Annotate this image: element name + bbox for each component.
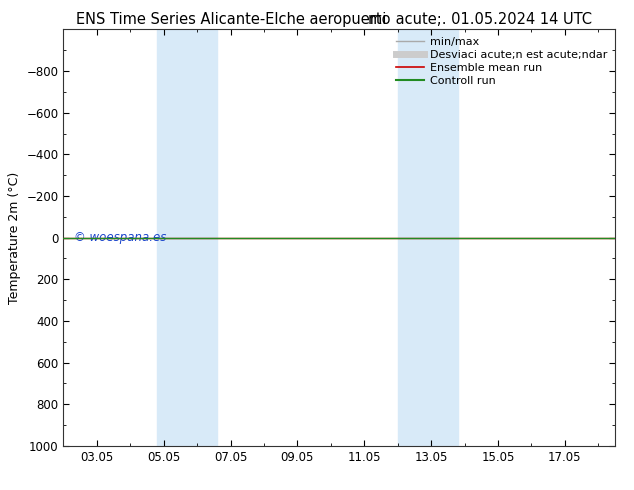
Text: mi  acute;. 01.05.2024 14 UTC: mi acute;. 01.05.2024 14 UTC xyxy=(368,12,592,27)
Text: © woespana.es: © woespana.es xyxy=(74,231,167,244)
Y-axis label: Temperature 2m (°C): Temperature 2m (°C) xyxy=(8,172,21,304)
Text: ENS Time Series Alicante-Elche aeropuerto: ENS Time Series Alicante-Elche aeropuert… xyxy=(76,12,391,27)
Bar xyxy=(398,29,458,446)
Legend: min/max, Desviaci acute;n est acute;ndar, Ensemble mean run, Controll run: min/max, Desviaci acute;n est acute;ndar… xyxy=(394,35,609,88)
Bar xyxy=(157,29,217,446)
